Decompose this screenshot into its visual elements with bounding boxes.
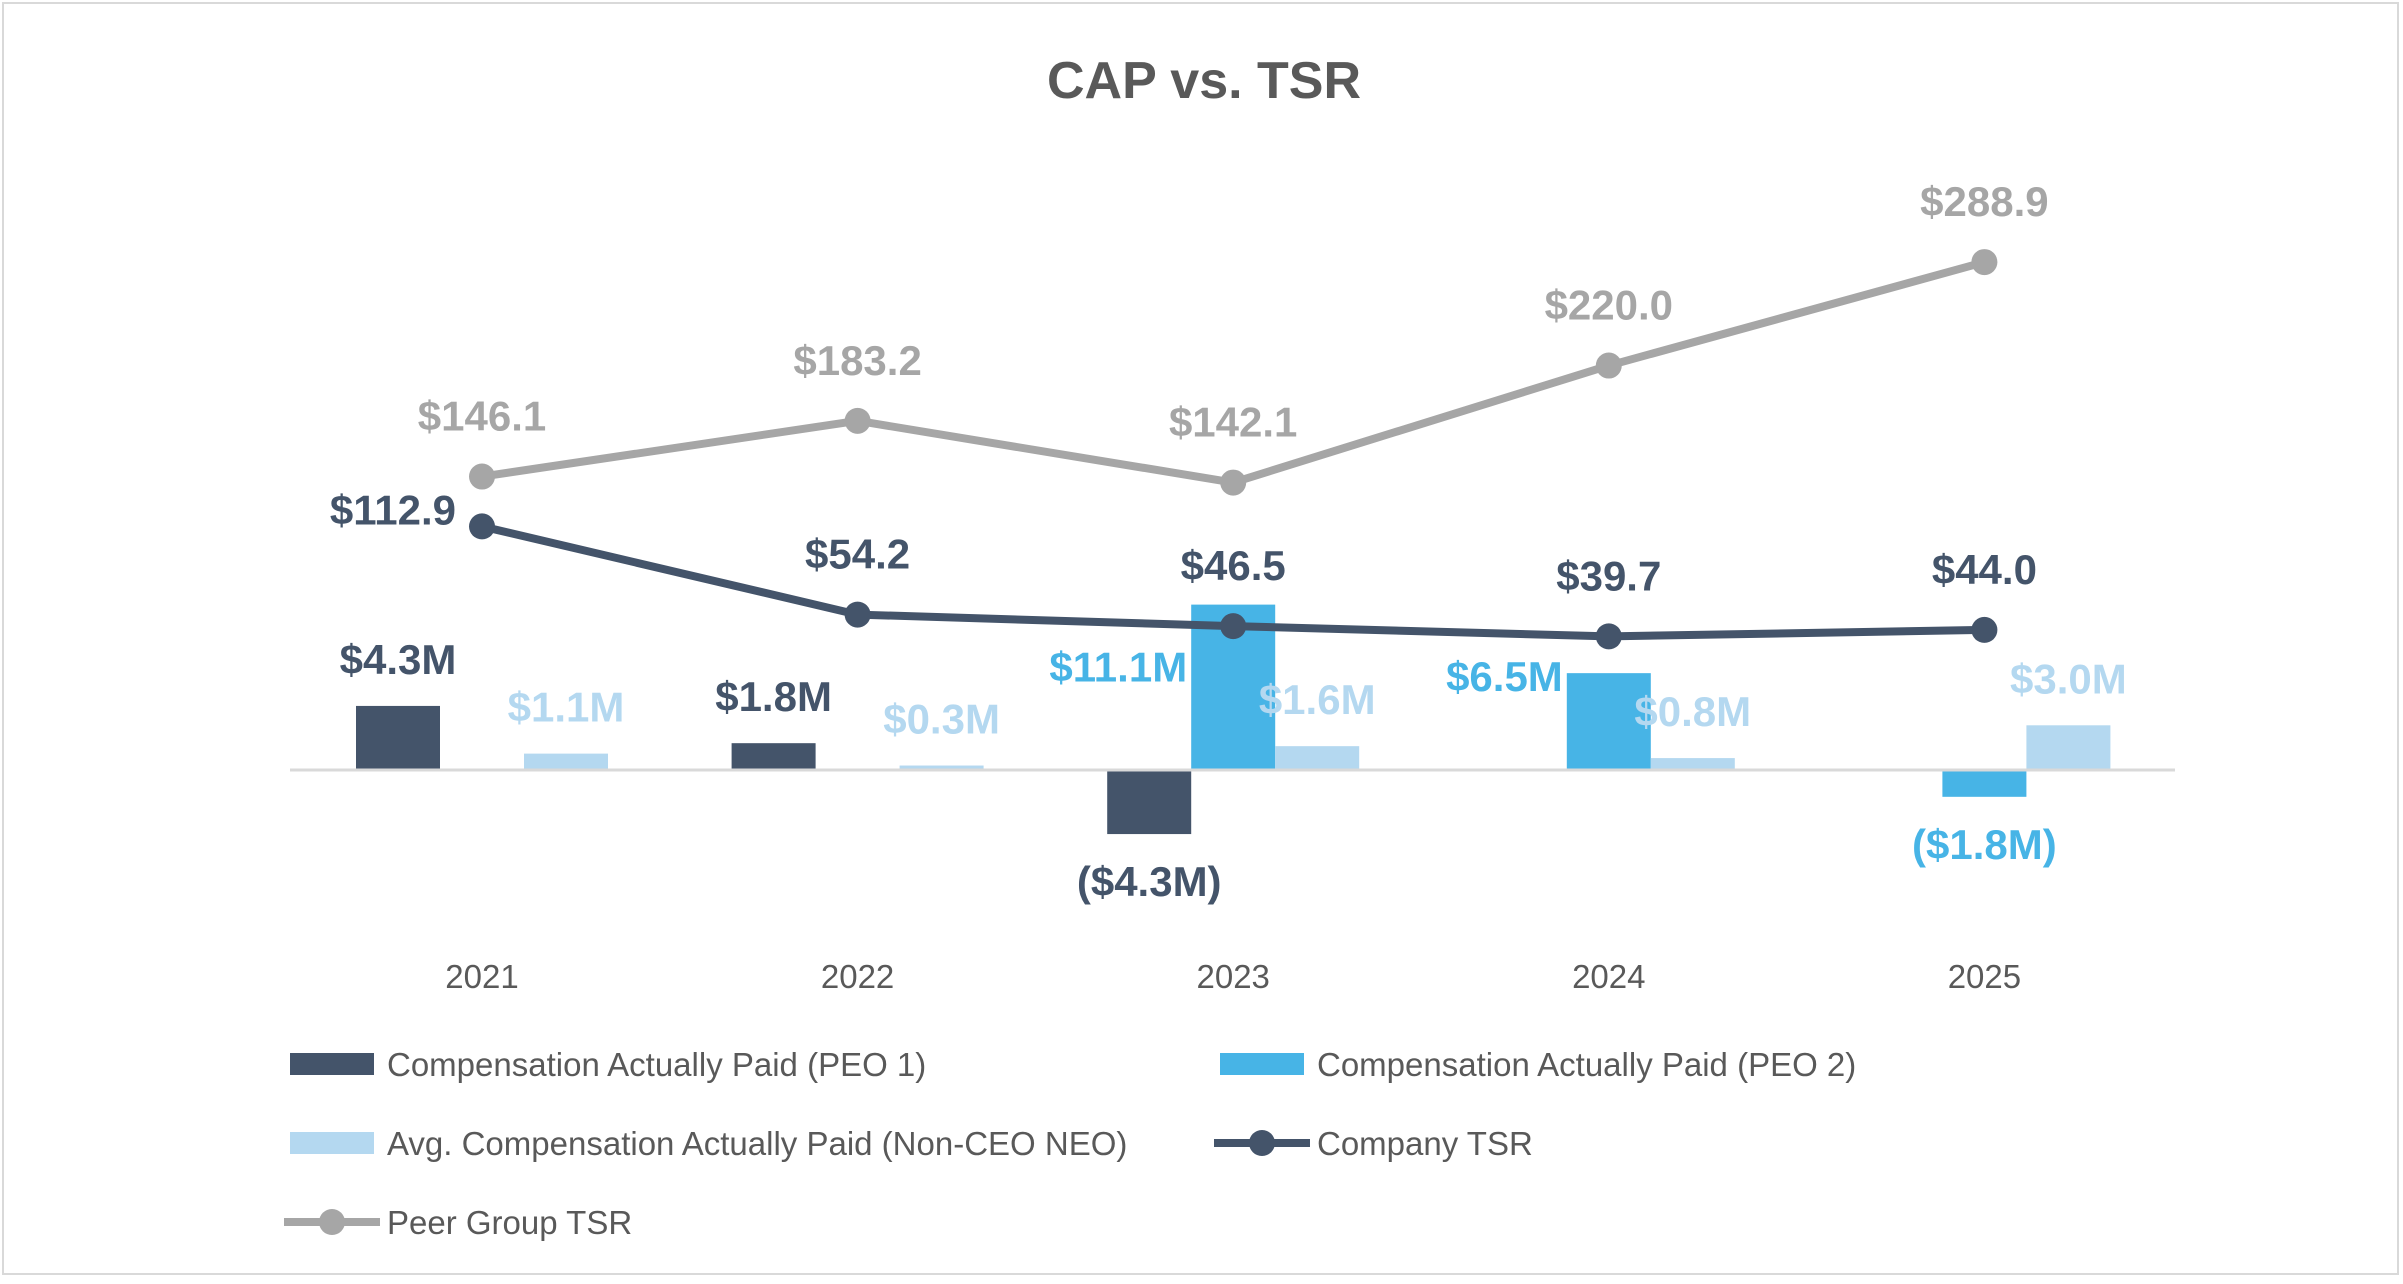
bar-2-2024 [1650, 758, 1735, 770]
bar-0-2021 [356, 705, 440, 770]
bar-data-label: ($4.3M) [1077, 858, 1222, 905]
line-data-label: $54.2 [805, 531, 910, 578]
line-marker [844, 407, 871, 434]
bar-1-2025 [1942, 770, 2027, 797]
bar-data-label: $11.1M [1049, 644, 1187, 691]
bar-2-2023 [1275, 746, 1360, 770]
legend-label: Avg. Compensation Actually Paid (Non-CEO… [387, 1125, 1127, 1162]
chart-title: CAP vs. TSR [1047, 52, 1361, 110]
line-data-label: $142.1 [1169, 399, 1297, 446]
bar-data-label: ($1.8M) [1912, 821, 2057, 868]
line-marker [1595, 352, 1622, 379]
bar-0-2023 [1107, 770, 1192, 835]
bar-data-label: $1.6M [1259, 676, 1376, 723]
line-marker [1971, 249, 1998, 276]
line-data-label: $112.9 [330, 486, 456, 533]
bar-2-2021 [524, 753, 608, 770]
legend-label: Peer Group TSR [387, 1204, 632, 1241]
line-marker [1220, 613, 1247, 640]
line-data-label: $288.9 [1920, 178, 2048, 225]
line-data-label: $146.1 [418, 393, 546, 440]
line-peer-group-tsr [481, 258, 1986, 487]
legend-label: Company TSR [1317, 1125, 1533, 1162]
bar-data-label: $0.3M [883, 696, 1000, 743]
cap-vs-tsr-chart: CAP vs. TSR $4.3M $1.8M ($4.3M) $11.1M $6.5M… [284, 52, 2175, 1241]
legend-marker [319, 1209, 345, 1235]
legend-swatch [290, 1132, 374, 1154]
line-marker [469, 513, 495, 540]
x-tick-label: 2021 [445, 958, 518, 995]
line-data-label: $220.0 [1545, 282, 1673, 329]
x-tick-label: 2023 [1196, 958, 1269, 995]
bar-0-2022 [731, 743, 816, 770]
line-data-label: $183.2 [793, 337, 921, 384]
bar-data-label: $1.8M [715, 673, 832, 720]
bar-1-2024 [1566, 673, 1651, 770]
line-data-label: $39.7 [1556, 552, 1661, 599]
legend-swatch [290, 1053, 374, 1075]
line-data-label: $46.5 [1181, 542, 1286, 589]
line-marker [1971, 616, 1998, 643]
line-data-label: $44.0 [1932, 546, 2037, 593]
bar-2-2022 [899, 765, 984, 770]
bar-data-label: $3.0M [2010, 655, 2127, 702]
bar-data-label: $1.1M [508, 684, 625, 731]
legend-label: Compensation Actually Paid (PEO 2) [1317, 1046, 1856, 1083]
legend-swatch [1220, 1053, 1304, 1075]
x-tick-label: 2024 [1572, 958, 1645, 995]
legend-label: Compensation Actually Paid (PEO 1) [387, 1046, 926, 1083]
bar-2-2025 [2026, 725, 2111, 770]
bar-data-label: $4.3M [340, 636, 457, 683]
line-marker [1595, 623, 1622, 650]
line-marker [1220, 469, 1247, 496]
line-marker [844, 601, 871, 628]
x-tick-label: 2022 [821, 958, 894, 995]
line-marker [469, 463, 495, 490]
x-tick-label: 2025 [1948, 958, 2021, 995]
bar-data-label: $6.5M [1446, 653, 1563, 700]
legend-marker [1249, 1130, 1275, 1156]
bar-data-label: $0.8M [1634, 688, 1751, 735]
